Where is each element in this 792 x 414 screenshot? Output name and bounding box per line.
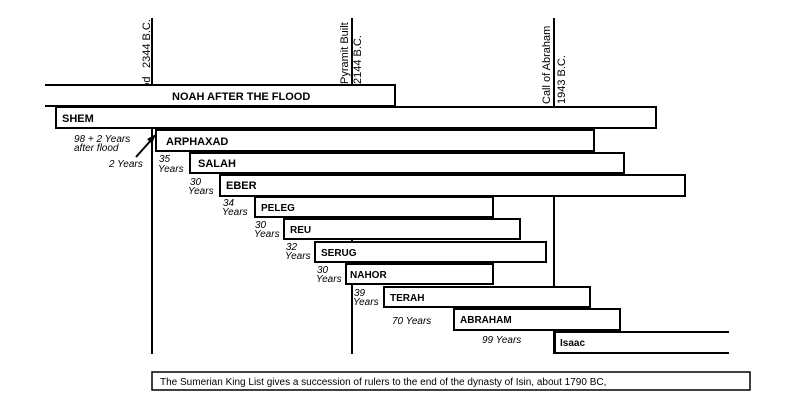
gap-abraham: 70 Years xyxy=(392,316,431,327)
bar-nahor: NAHOR xyxy=(345,263,494,285)
bar-serug: SERUG xyxy=(314,241,547,263)
pyramid-label-line2: 2144 B.C. xyxy=(352,35,364,84)
gap-serug-line1: 32 xyxy=(286,242,298,253)
bar-terah: TERAH xyxy=(383,286,591,308)
bar-terah-label: TERAH xyxy=(390,293,424,304)
bar-peleg-label: PELEG xyxy=(261,203,295,214)
bar-salah: SALAH xyxy=(189,152,625,174)
gap-peleg-line1: 34 xyxy=(223,198,235,209)
bar-noah-label: NOAH AFTER THE FLOOD xyxy=(172,91,310,103)
gap-eber-line2: Years xyxy=(188,186,214,197)
bar-shem: SHEM xyxy=(55,106,657,129)
arrow-icon xyxy=(135,134,156,158)
gap-nahor-line2: Years xyxy=(316,274,342,285)
gap-peleg-line2: Years xyxy=(222,207,248,218)
gap-reu-line1: 30 xyxy=(255,220,267,231)
bar-isaac-label: Isaac xyxy=(560,338,585,349)
footnote-text: The Sumerian King List gives a successio… xyxy=(160,377,606,388)
bar-eber-label: EBER xyxy=(226,180,257,192)
bar-isaac: Isaac xyxy=(554,331,729,354)
bar-arphaxad-label: ARPHAXAD xyxy=(166,136,228,148)
gap-salah-line1: 35 xyxy=(159,154,171,165)
bar-nahor-label: NAHOR xyxy=(350,270,387,281)
gap-nahor-line1: 30 xyxy=(317,265,329,276)
gap-terah-line1: 39 xyxy=(354,288,366,299)
abraham-call-label-line1: Call of Abraham xyxy=(541,26,553,104)
bar-reu-label: REU xyxy=(290,225,311,236)
gap-salah-line2: Years xyxy=(158,164,184,175)
gap-two-years: 2 Years xyxy=(108,159,143,170)
gap-terah-line2: Years xyxy=(353,297,379,308)
pyramid-label-line1: Pyramit Built xyxy=(339,22,351,84)
gap-eber-line1: 30 xyxy=(190,177,202,188)
bar-shem-label: SHEM xyxy=(62,113,94,125)
footnote: The Sumerian King List gives a successio… xyxy=(151,371,751,391)
gap-serug-line2: Years xyxy=(285,251,311,262)
bar-salah-label: SALAH xyxy=(198,158,236,170)
gap-isaac: 99 Years xyxy=(482,335,521,346)
bar-eber: EBER xyxy=(219,174,686,197)
gap-shem-arphaxad-line1: 98 + 2 Years xyxy=(74,134,130,145)
flood-label-line2: 2344 B.C. xyxy=(141,19,153,68)
gap-shem-arphaxad-line2: after flood xyxy=(74,143,119,154)
bar-noah: NOAH AFTER THE FLOOD xyxy=(45,84,396,107)
gap-reu-line2: Years xyxy=(254,229,280,240)
bar-abraham: ABRAHAM xyxy=(453,308,621,331)
abraham-call-label-line2: 1943 B.C. xyxy=(556,55,568,104)
bar-peleg: PELEG xyxy=(254,196,494,218)
bar-arphaxad: ARPHAXAD xyxy=(155,129,595,152)
bar-abraham-label: ABRAHAM xyxy=(460,315,512,326)
bar-serug-label: SERUG xyxy=(321,248,357,259)
bar-reu: REU xyxy=(283,218,521,240)
